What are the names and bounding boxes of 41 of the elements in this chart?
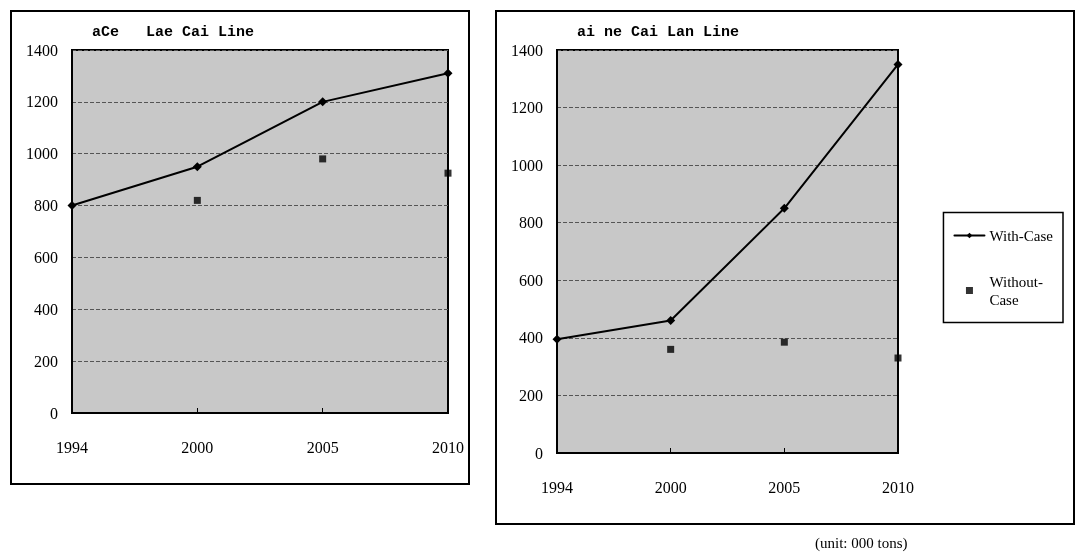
y-tick-label: 1200 — [26, 93, 58, 111]
point — [443, 68, 453, 78]
y-tick-label: 1000 — [26, 145, 58, 163]
point — [779, 203, 789, 213]
point — [780, 338, 788, 346]
point — [894, 354, 902, 362]
x-tick-label: 2000 — [654, 478, 687, 496]
legend-label: Without-Case — [989, 273, 1044, 308]
x-tick-label: 2010 — [882, 478, 914, 496]
point — [319, 155, 327, 163]
x-tick-label: 2005 — [768, 478, 801, 496]
x-tick-label: 1994 — [56, 438, 88, 456]
y-tick-label: 1200 — [511, 99, 543, 117]
y-tick-label: 1400 — [26, 41, 58, 59]
chart-title: aCe Lae Cai Line — [92, 24, 255, 41]
x-tick-label: 2010 — [432, 438, 464, 456]
y-tick-label: 0 — [50, 404, 58, 422]
y-tick-label: 200 — [519, 386, 543, 404]
y-tick-label: 400 — [34, 300, 58, 318]
x-tick-label: 2005 — [306, 438, 339, 456]
text: (unit: 000 tons) — [815, 535, 908, 552]
y-tick-label: 800 — [519, 214, 543, 232]
y-tick-label: 200 — [34, 352, 58, 370]
x-tick-label: 1994 — [541, 478, 573, 496]
point — [552, 334, 562, 344]
point — [667, 345, 675, 353]
point — [444, 169, 452, 177]
point — [318, 97, 328, 107]
y-tick-label: 1000 — [511, 156, 543, 174]
legend-label: With-Case — [989, 227, 1054, 244]
y-tick-label: 600 — [34, 248, 58, 266]
point — [192, 162, 202, 172]
point — [193, 196, 201, 204]
y-tick-label: 0 — [535, 444, 543, 462]
chart-title: ai ne Cai Lan Line — [577, 24, 740, 41]
x-tick-label: 2000 — [181, 438, 214, 456]
y-tick-label: 800 — [34, 197, 58, 215]
y-tick-label: 1400 — [511, 41, 543, 59]
y-tick-label: 400 — [519, 329, 543, 347]
y-tick-label: 600 — [519, 271, 543, 289]
point — [666, 316, 676, 326]
